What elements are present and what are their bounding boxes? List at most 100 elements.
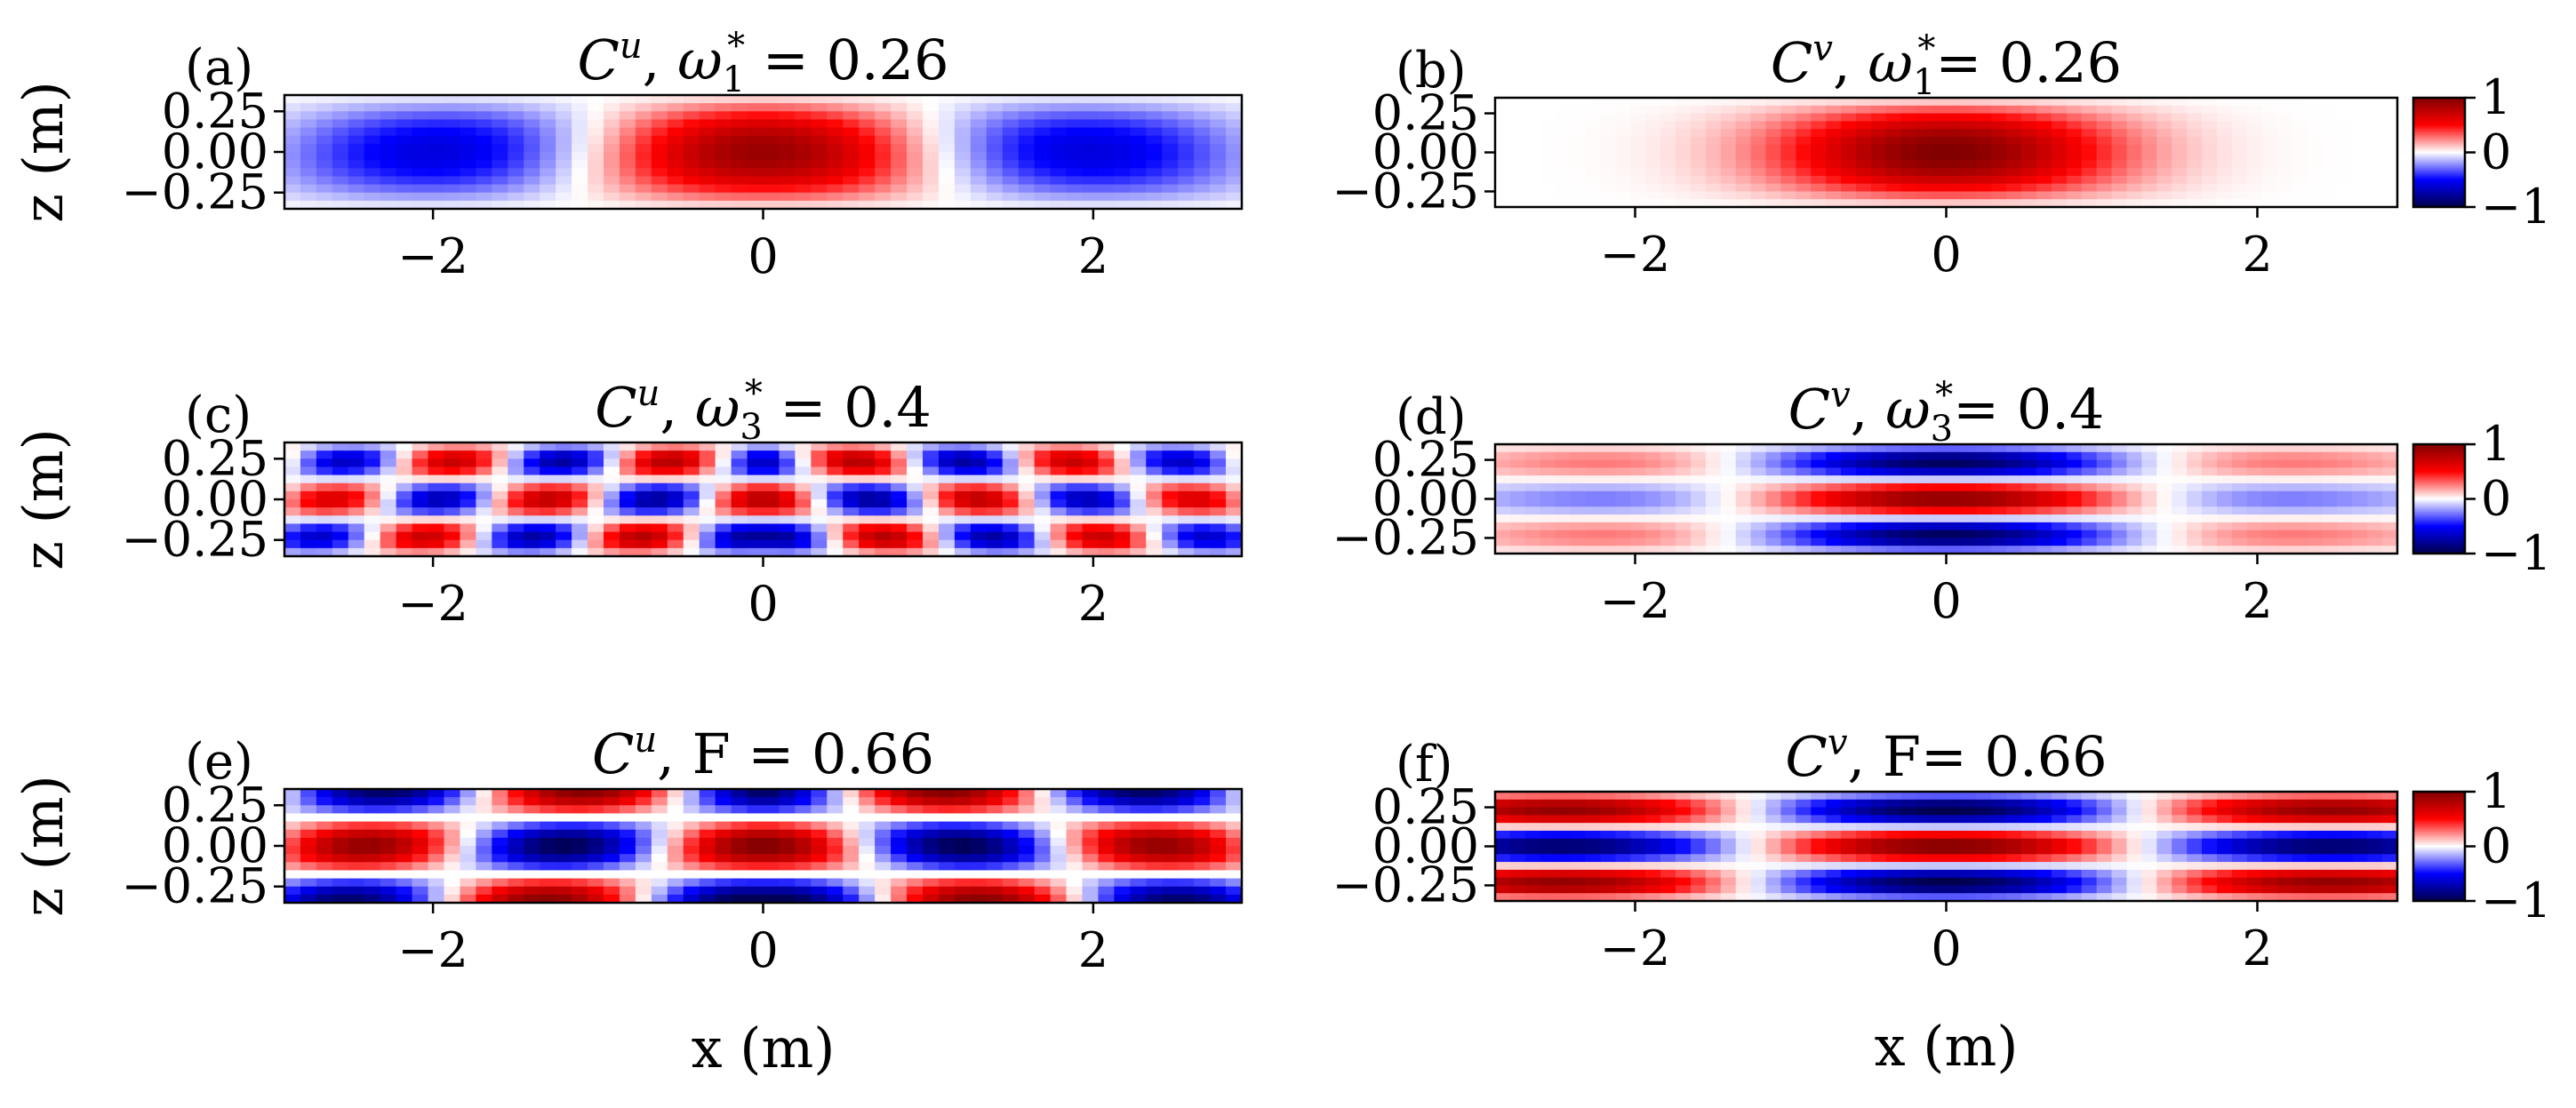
- heatmap-cell: [1976, 168, 1992, 177]
- heatmap-cell: [1555, 121, 1572, 130]
- heatmap-cell: [1856, 854, 1872, 863]
- heatmap-cell: [492, 846, 508, 855]
- heatmap-cell: [2081, 183, 2098, 193]
- heatmap-cell: [1780, 459, 1796, 468]
- heatmap-cell: [1856, 459, 1872, 468]
- heatmap-cell: [556, 805, 572, 815]
- heatmap-cell: [2231, 475, 2248, 484]
- heatmap-cell: [1570, 199, 1587, 208]
- heatmap-cell: [316, 184, 333, 194]
- heatmap-cell: [619, 127, 636, 137]
- heatmap-cell: [1856, 815, 1872, 824]
- heatmap-cell: [588, 547, 604, 557]
- heatmap-cell: [1826, 451, 1842, 461]
- heatmap-cell: [332, 466, 349, 476]
- heatmap-cell: [2036, 538, 2052, 546]
- heatmap-cell: [1226, 894, 1243, 904]
- heatmap-cell: [1750, 136, 1767, 146]
- heatmap-cell: [1720, 815, 1737, 824]
- heatmap-cell: [2111, 522, 2128, 531]
- heatmap-cell: [1991, 105, 2007, 115]
- heatmap-cell: [1555, 530, 1572, 539]
- heatmap-cell: [1524, 830, 1541, 840]
- heatmap-cell: [1676, 862, 1692, 871]
- heatmap-cell: [2081, 129, 2098, 138]
- heatmap-cell: [1495, 105, 1511, 115]
- heatmap-cell: [1178, 442, 1195, 451]
- heatmap-cell: [1780, 98, 1796, 107]
- heatmap-cell: [444, 789, 461, 798]
- heatmap-cell: [2021, 168, 2037, 177]
- heatmap-cell: [1690, 498, 1707, 507]
- heatmap-cell: [1098, 466, 1115, 476]
- heatmap-cell: [2156, 121, 2172, 130]
- heatmap-cell: [444, 95, 461, 104]
- heatmap-cell: [2172, 862, 2188, 871]
- heatmap-cell: [492, 152, 508, 161]
- heatmap-cell: [651, 442, 668, 451]
- heatmap-cell: [843, 789, 860, 798]
- heatmap-cell: [2006, 514, 2022, 523]
- heatmap-cell: [1841, 168, 1857, 177]
- heatmap-cell: [1885, 546, 1902, 554]
- heatmap-cell: [1856, 877, 1872, 887]
- heatmap-cell: [1780, 885, 1796, 894]
- heatmap-cell: [284, 127, 301, 137]
- heatmap-cell: [364, 176, 381, 186]
- heatmap-cell: [699, 547, 716, 557]
- y-tick-label: 0.25: [1372, 432, 1479, 488]
- heatmap-cell: [1018, 135, 1036, 145]
- heatmap-cell: [604, 547, 620, 557]
- heatmap-cell: [1735, 482, 1752, 492]
- heatmap-cell: [412, 482, 429, 492]
- heatmap-cell: [1630, 482, 1646, 492]
- heatmap-cell: [715, 539, 732, 549]
- heatmap-cell: [2021, 792, 2037, 801]
- heatmap-cell: [683, 805, 700, 815]
- heatmap-cell: [2337, 175, 2353, 185]
- x-axis-label: x (m): [692, 1016, 836, 1080]
- heatmap-cell: [811, 837, 828, 847]
- heatmap-cell: [1676, 451, 1692, 461]
- heatmap-cell: [986, 135, 1004, 145]
- heatmap-cell: [2352, 113, 2368, 122]
- heatmap-cell: [970, 515, 988, 525]
- heatmap-cell: [540, 821, 556, 831]
- heatmap-cell: [1916, 144, 1932, 154]
- heatmap-cell: [1524, 144, 1541, 154]
- heatmap-cell: [1524, 121, 1541, 130]
- heatmap-cell: [1570, 482, 1587, 492]
- heatmap-cell: [843, 152, 860, 161]
- heatmap-cell: [1750, 490, 1767, 500]
- heatmap-cell: [1705, 168, 1722, 177]
- heatmap-cell: [1034, 813, 1052, 823]
- heatmap-cell: [508, 111, 524, 121]
- heatmap-cell: [1018, 837, 1036, 847]
- heatmap-cell: [2352, 98, 2368, 107]
- heatmap-cell: [635, 797, 652, 806]
- heatmap-cell: [2126, 807, 2143, 816]
- heatmap-cell: [1976, 191, 1992, 200]
- heatmap-cell: [1226, 829, 1243, 839]
- heatmap-cell: [508, 854, 524, 863]
- heatmap-cell: [1645, 893, 1661, 902]
- heatmap-cell: [1826, 129, 1842, 138]
- heatmap-cell: [556, 837, 572, 847]
- heatmap-cell: [1098, 442, 1115, 451]
- heatmap-cell: [524, 531, 540, 541]
- heatmap-cell: [859, 846, 876, 855]
- heatmap-cell: [1885, 98, 1902, 107]
- heatmap-cell: [572, 878, 588, 888]
- heatmap-cell: [332, 846, 349, 855]
- heatmap-cell: [1082, 103, 1100, 112]
- heatmap-cell: [2231, 444, 2248, 453]
- heatmap-cell: [1660, 792, 1676, 801]
- heatmap-cell: [875, 539, 892, 549]
- heatmap-cell: [891, 466, 908, 476]
- heatmap-cell: [2126, 506, 2143, 515]
- heatmap-cell: [2307, 451, 2324, 461]
- heatmap-cell: [667, 111, 684, 121]
- heatmap-cell: [284, 813, 301, 823]
- heatmap-cell: [2096, 498, 2113, 507]
- heatmap-cell: [540, 135, 556, 145]
